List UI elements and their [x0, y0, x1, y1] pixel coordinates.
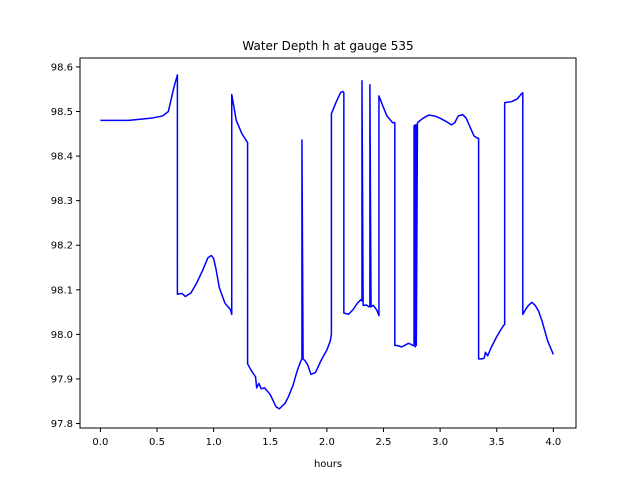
x-tick-label: 2.0	[319, 437, 335, 448]
y-tick-label: 98.2	[51, 241, 73, 252]
x-tick-label: 3.0	[432, 437, 448, 448]
y-tick-label: 98.4	[51, 152, 73, 163]
x-tick-label: 2.5	[376, 437, 392, 448]
x-tick-label: 4.0	[545, 437, 561, 448]
y-tick-label: 98.5	[51, 107, 73, 118]
x-tick-label: 0.5	[149, 437, 165, 448]
plot-area	[100, 74, 555, 410]
axes-frame	[79, 57, 577, 429]
x-tick-label: 0.0	[92, 437, 108, 448]
series-line	[100, 74, 555, 410]
x-axis: 0.0 0.5 1.0 1.5 2.0 2.5 3.0 3.5 4.0	[92, 428, 561, 448]
y-tick-label: 98.1	[51, 285, 73, 296]
x-axis-label: hours	[314, 459, 342, 470]
y-tick-label: 97.9	[51, 374, 73, 385]
x-tick-label: 3.5	[489, 437, 505, 448]
y-tick-label: 98.3	[51, 196, 73, 207]
y-tick-label: 97.8	[51, 419, 73, 430]
y-tick-label: 98.0	[51, 330, 73, 341]
x-tick-label: 1.5	[262, 437, 278, 448]
y-axis: 97.8 97.9 98.0 98.1 98.2 98.3 98.4 98.5 98.6	[51, 62, 80, 430]
chart-title: Water Depth h at gauge 535	[242, 39, 413, 53]
y-tick-label: 98.6	[51, 62, 73, 73]
x-tick-label: 1.0	[206, 437, 222, 448]
